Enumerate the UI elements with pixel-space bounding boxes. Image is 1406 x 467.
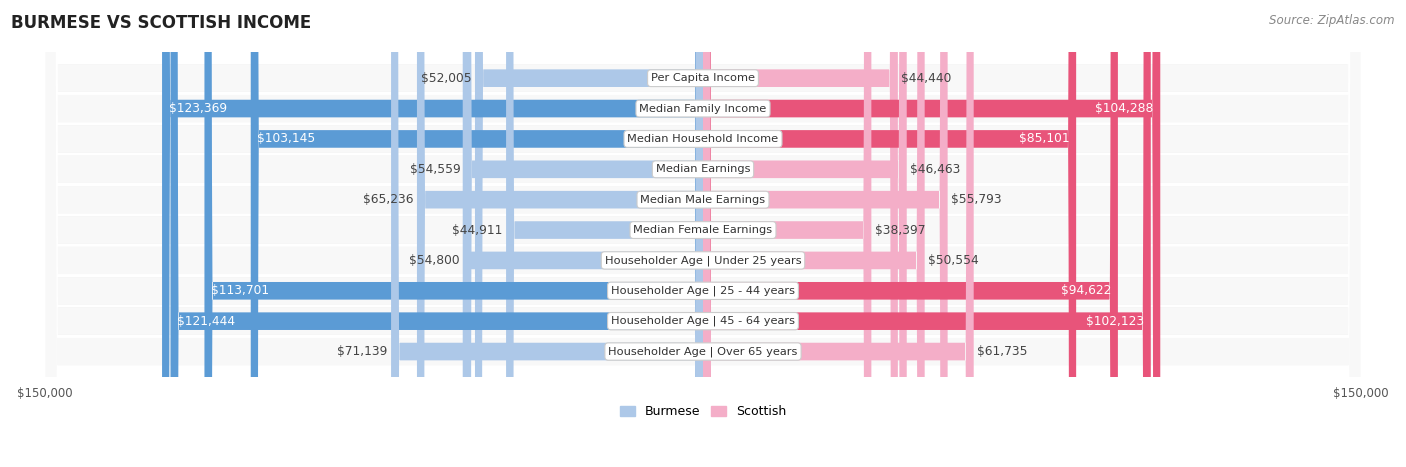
FancyBboxPatch shape xyxy=(703,0,1160,467)
Text: $44,440: $44,440 xyxy=(901,71,952,85)
FancyBboxPatch shape xyxy=(45,0,1361,467)
Text: $103,145: $103,145 xyxy=(257,133,315,145)
Text: Median Household Income: Median Household Income xyxy=(627,134,779,144)
FancyBboxPatch shape xyxy=(45,0,1361,467)
FancyBboxPatch shape xyxy=(45,0,1361,467)
Text: $85,101: $85,101 xyxy=(1019,133,1070,145)
Text: Median Earnings: Median Earnings xyxy=(655,164,751,174)
FancyBboxPatch shape xyxy=(170,0,703,467)
FancyBboxPatch shape xyxy=(703,0,872,467)
Text: $44,911: $44,911 xyxy=(453,224,503,237)
Text: Householder Age | 25 - 44 years: Householder Age | 25 - 44 years xyxy=(612,285,794,296)
FancyBboxPatch shape xyxy=(45,0,1361,467)
Text: $113,701: $113,701 xyxy=(211,284,269,297)
FancyBboxPatch shape xyxy=(45,0,1361,467)
FancyBboxPatch shape xyxy=(418,0,703,467)
FancyBboxPatch shape xyxy=(703,0,1118,467)
FancyBboxPatch shape xyxy=(45,0,1361,467)
FancyBboxPatch shape xyxy=(45,0,1361,467)
Text: $38,397: $38,397 xyxy=(875,224,925,237)
Text: $71,139: $71,139 xyxy=(337,345,388,358)
Text: $65,236: $65,236 xyxy=(363,193,413,206)
Text: $54,559: $54,559 xyxy=(409,163,461,176)
FancyBboxPatch shape xyxy=(162,0,703,467)
FancyBboxPatch shape xyxy=(45,0,1361,467)
Text: $54,800: $54,800 xyxy=(409,254,460,267)
FancyBboxPatch shape xyxy=(45,0,1361,467)
FancyBboxPatch shape xyxy=(703,0,948,467)
FancyBboxPatch shape xyxy=(45,0,1361,467)
FancyBboxPatch shape xyxy=(703,0,974,467)
FancyBboxPatch shape xyxy=(703,0,1076,467)
FancyBboxPatch shape xyxy=(250,0,703,467)
FancyBboxPatch shape xyxy=(45,0,1361,467)
Text: Householder Age | Over 65 years: Householder Age | Over 65 years xyxy=(609,347,797,357)
FancyBboxPatch shape xyxy=(703,0,1150,467)
FancyBboxPatch shape xyxy=(391,0,703,467)
FancyBboxPatch shape xyxy=(703,0,898,467)
Text: Median Family Income: Median Family Income xyxy=(640,104,766,113)
Text: $55,793: $55,793 xyxy=(950,193,1001,206)
Text: $121,444: $121,444 xyxy=(177,315,235,328)
FancyBboxPatch shape xyxy=(703,0,925,467)
FancyBboxPatch shape xyxy=(45,0,1361,467)
Text: Source: ZipAtlas.com: Source: ZipAtlas.com xyxy=(1270,14,1395,27)
FancyBboxPatch shape xyxy=(45,0,1361,467)
Text: Per Capita Income: Per Capita Income xyxy=(651,73,755,83)
Text: Median Female Earnings: Median Female Earnings xyxy=(634,225,772,235)
FancyBboxPatch shape xyxy=(45,0,1361,467)
Text: BURMESE VS SCOTTISH INCOME: BURMESE VS SCOTTISH INCOME xyxy=(11,14,312,32)
Text: $61,735: $61,735 xyxy=(977,345,1028,358)
Text: Median Male Earnings: Median Male Earnings xyxy=(641,195,765,205)
Text: $50,554: $50,554 xyxy=(928,254,979,267)
Text: $94,622: $94,622 xyxy=(1062,284,1111,297)
FancyBboxPatch shape xyxy=(45,0,1361,467)
FancyBboxPatch shape xyxy=(703,0,907,467)
FancyBboxPatch shape xyxy=(45,0,1361,467)
Text: Householder Age | 45 - 64 years: Householder Age | 45 - 64 years xyxy=(612,316,794,326)
Text: $102,123: $102,123 xyxy=(1085,315,1144,328)
FancyBboxPatch shape xyxy=(506,0,703,467)
FancyBboxPatch shape xyxy=(464,0,703,467)
Text: $123,369: $123,369 xyxy=(169,102,226,115)
FancyBboxPatch shape xyxy=(45,0,1361,467)
Legend: Burmese, Scottish: Burmese, Scottish xyxy=(616,400,792,423)
FancyBboxPatch shape xyxy=(45,0,1361,467)
Text: $52,005: $52,005 xyxy=(420,71,471,85)
Text: $104,288: $104,288 xyxy=(1095,102,1154,115)
FancyBboxPatch shape xyxy=(475,0,703,467)
Text: Householder Age | Under 25 years: Householder Age | Under 25 years xyxy=(605,255,801,266)
FancyBboxPatch shape xyxy=(45,0,1361,467)
Text: $46,463: $46,463 xyxy=(910,163,960,176)
FancyBboxPatch shape xyxy=(45,0,1361,467)
FancyBboxPatch shape xyxy=(463,0,703,467)
FancyBboxPatch shape xyxy=(204,0,703,467)
